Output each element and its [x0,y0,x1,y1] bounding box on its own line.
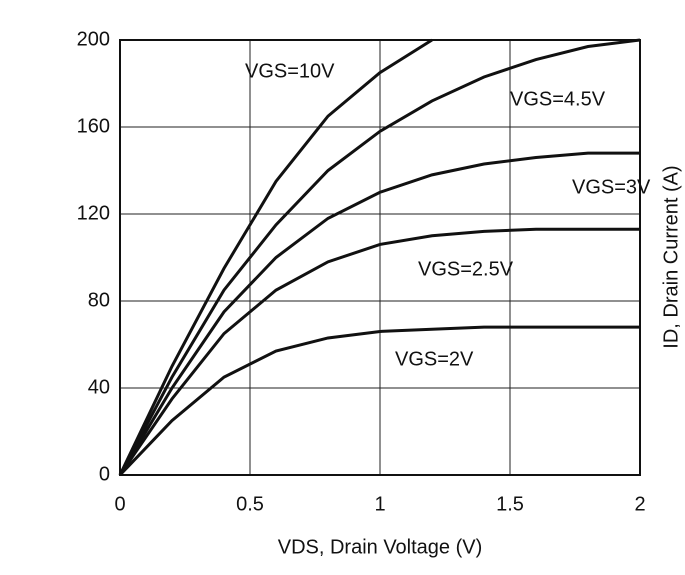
legend-label: VGS=3V [572,176,651,198]
x-tick-label: 2 [634,493,645,515]
legend-label: VGS=2.5V [418,258,514,280]
y-tick-label: 40 [88,376,110,398]
y-tick-label: 160 [77,115,110,137]
y-tick-label: 200 [77,28,110,50]
plot-frame [119,39,641,476]
curve [118,151,640,476]
x-tick-label: 0 [114,493,125,515]
legend-label: VGS=10V [245,60,335,82]
x-tick-label: 1.5 [496,493,524,515]
curve [118,227,640,476]
curve [118,38,433,476]
legend-label: VGS=4.5V [510,88,606,110]
y-tick-label: 80 [88,289,110,311]
curve [118,325,640,477]
x-tick-label: 1 [374,493,385,515]
legend-label: VGS=2V [395,348,474,370]
y-axis-label: ID, Drain Current (A) [660,165,682,348]
y-tick-label: 120 [77,202,110,224]
x-axis-label: VDS, Drain Voltage (V) [278,536,483,558]
curve [118,38,641,476]
y-tick-label: 0 [99,463,110,485]
x-tick-label: 0.5 [236,493,264,515]
